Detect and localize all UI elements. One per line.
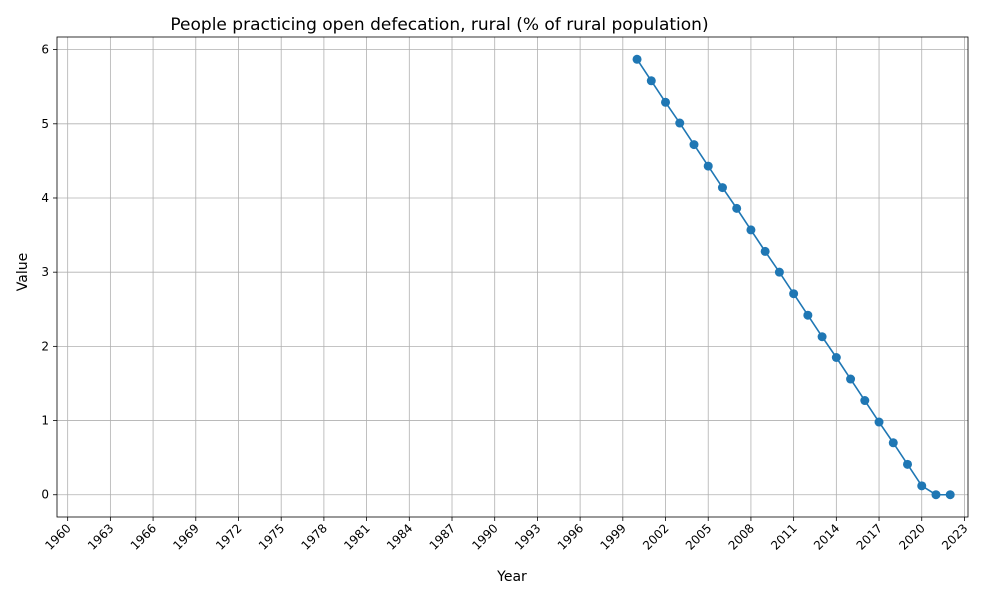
y-tick-label: 0 [41,488,49,502]
data-points [632,54,955,500]
data-point [860,396,870,406]
y-tick-label: 5 [41,117,49,131]
data-point [646,76,656,86]
plot-area-frame [56,36,969,518]
x-tick-label: 2005 [683,521,714,552]
x-tick-label: 2002 [640,521,671,552]
x-tick-label: 1981 [341,521,372,552]
data-point [874,417,884,427]
x-tick-label: 1999 [597,521,628,552]
x-tick-label: 2023 [939,521,970,552]
x-tick-label: 1966 [128,521,159,552]
data-point [931,490,941,500]
data-point [746,225,756,235]
data-point [903,459,913,469]
data-point [846,374,856,384]
x-tick-label: 1987 [427,521,458,552]
x-tick-label: 2011 [768,521,799,552]
x-tick-label: 1969 [170,521,201,552]
x-tick-label: 1990 [469,521,500,552]
y-axis-title: Value [15,253,31,291]
data-point [689,140,699,150]
x-tick-label: 2008 [726,521,757,552]
data-point [632,54,642,64]
data-point [675,118,685,128]
y-tick-label: 3 [41,265,49,279]
data-point [661,97,671,107]
x-tick-label: 1963 [85,521,116,552]
x-tick-label: 1972 [213,521,244,552]
x-tick-label: 1984 [384,521,415,552]
x-tick-label: 2020 [896,521,927,552]
data-point [732,203,742,213]
x-tick-label: 1978 [299,521,330,552]
data-point [717,183,727,193]
data-point [817,332,827,342]
data-point [760,246,770,256]
data-point [789,289,799,299]
y-tick-label: 4 [41,191,49,205]
data-point [945,490,955,500]
x-tick-label: 2017 [854,521,885,552]
x-tick-label: 1960 [42,521,73,552]
data-point [774,267,784,277]
data-point [888,438,898,448]
y-tick-label: 2 [41,339,49,353]
x-axis-title: Year [496,569,527,585]
y-tick-label: 6 [41,43,49,57]
data-point [803,310,813,320]
y-tick-label: 1 [41,414,49,428]
x-tick-label: 1993 [512,521,543,552]
data-point [703,161,713,171]
x-tick-label: 2014 [811,521,842,552]
grid [57,37,968,517]
chart-title: People practicing open defecation, rural… [170,15,708,35]
data-point [831,352,841,362]
x-axis-ticks: 1960 1963 1966 1969 1972 1975 1978 1981 1984 1987… [42,517,971,553]
data-point [917,481,927,491]
x-tick-label: 1996 [555,521,586,552]
y-axis-ticks: 0 1 2 3 4 5 6 [41,43,57,502]
x-tick-label: 1975 [256,521,287,552]
